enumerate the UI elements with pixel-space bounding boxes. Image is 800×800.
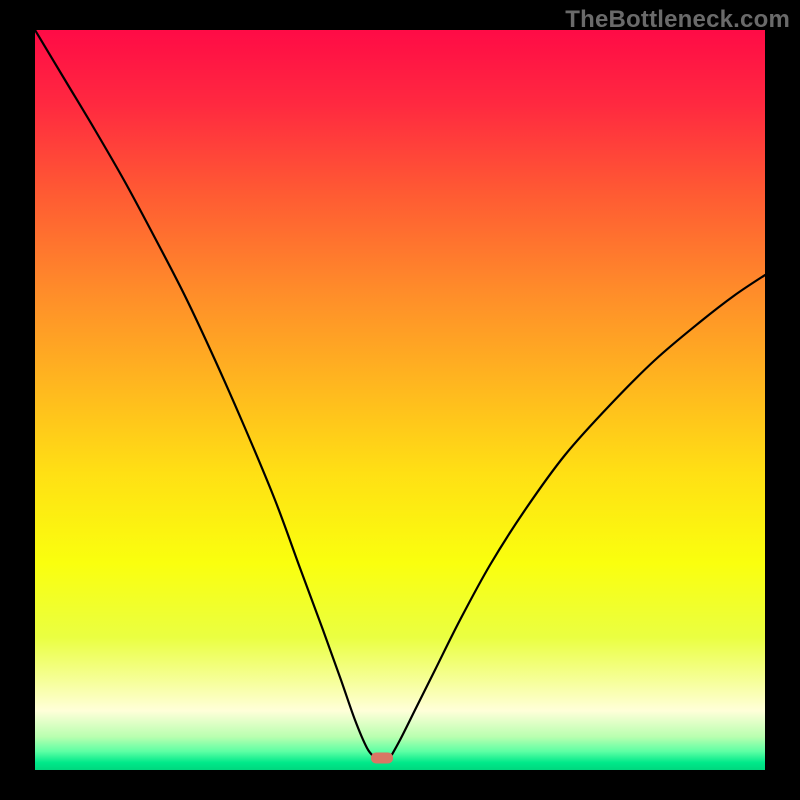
watermark-text: TheBottleneck.com — [565, 6, 790, 34]
optimum-marker — [35, 30, 765, 770]
plot-area — [35, 30, 765, 770]
chart-frame: TheBottleneck.com — [0, 0, 800, 800]
